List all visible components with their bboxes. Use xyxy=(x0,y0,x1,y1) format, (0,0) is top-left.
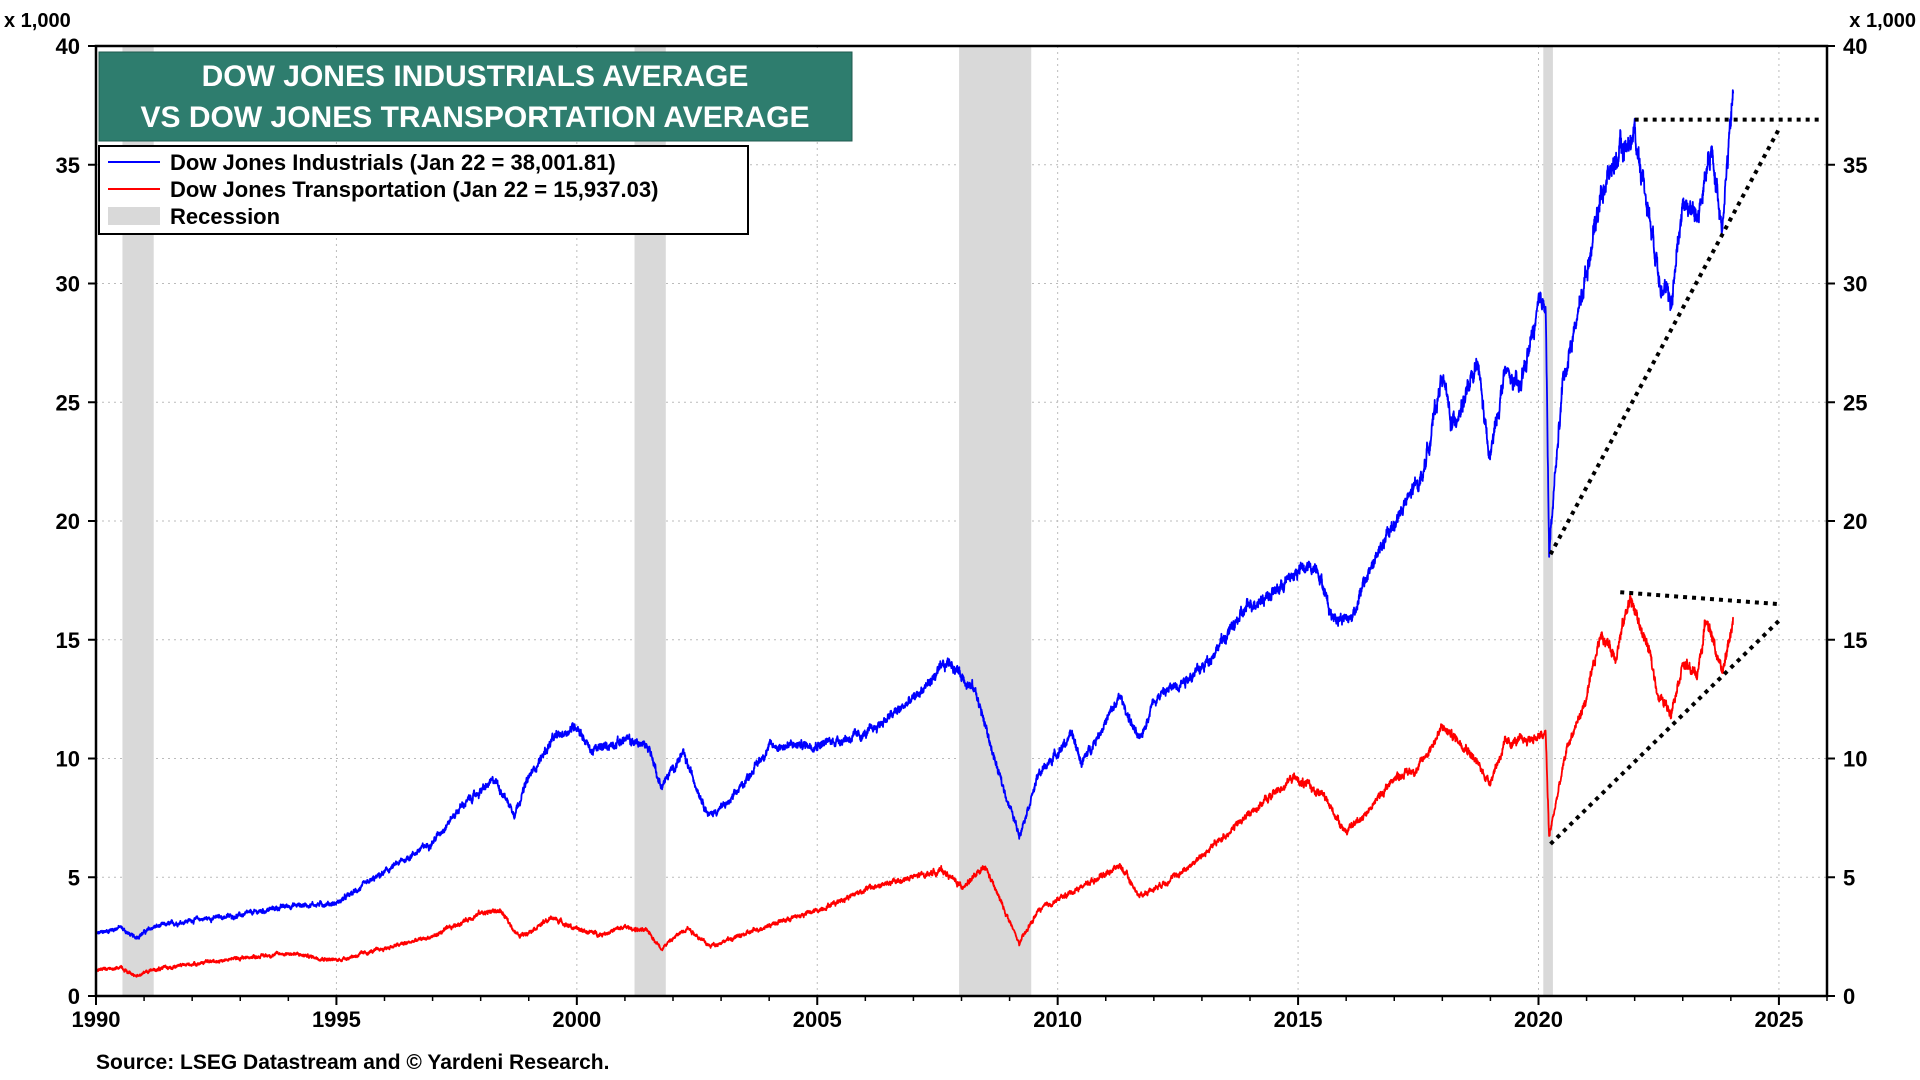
y-tick-label-left-0: 0 xyxy=(68,984,80,1009)
trendlines xyxy=(1548,117,1820,846)
y-tick-label-right-25: 25 xyxy=(1843,390,1867,415)
series-line-transportation xyxy=(95,594,1735,978)
y-tick-label-left-35: 35 xyxy=(56,153,80,178)
title-line-1: DOW JONES INDUSTRIALS AVERAGE xyxy=(202,60,749,93)
x-tick-label-1990: 1990 xyxy=(72,1007,121,1032)
y-tick-label-left-10: 10 xyxy=(56,747,80,772)
title-box: DOW JONES INDUSTRIALS AVERAGE VS DOW JON… xyxy=(98,51,853,142)
recession-band-3 xyxy=(959,46,1032,996)
y-tick-label-right-30: 30 xyxy=(1843,272,1867,297)
y-tick-label-right-5: 5 xyxy=(1843,865,1855,890)
y-tick-label-left-5: 5 xyxy=(68,865,80,890)
right-unit-label: x 1,000 xyxy=(1849,10,1916,32)
y-tick-label-left-30: 30 xyxy=(56,272,80,297)
y-tick-label-left-40: 40 xyxy=(56,34,80,59)
source-note: Source: LSEG Datastream and © Yardeni Re… xyxy=(96,1051,609,1074)
left-unit-label: x 1,000 xyxy=(4,10,71,32)
legend-transportation-label: Dow Jones Transportation (Jan 22 = 15,93… xyxy=(170,177,658,202)
y-tick-label-left-20: 20 xyxy=(56,509,80,534)
y-tick-label-right-15: 15 xyxy=(1843,628,1867,653)
y-tick-label-right-40: 40 xyxy=(1843,34,1867,59)
series-lines xyxy=(95,89,1735,978)
y-tick-label-right-20: 20 xyxy=(1843,509,1867,534)
x-tick-label-2025: 2025 xyxy=(1754,1007,1803,1032)
legend-box xyxy=(98,145,749,235)
x-tick-label-2015: 2015 xyxy=(1274,1007,1323,1032)
series-line-industrials xyxy=(95,89,1735,940)
y-tick-label-right-0: 0 xyxy=(1843,984,1855,1009)
title-line-2: VS DOW JONES TRANSPORTATION AVERAGE xyxy=(141,101,810,134)
x-tick-label-2005: 2005 xyxy=(793,1007,842,1032)
legend-recession-label: Recession xyxy=(170,204,280,229)
x-tick-label-2010: 2010 xyxy=(1033,1007,1082,1032)
y-tick-label-left-15: 15 xyxy=(56,628,80,653)
legend-industrials-label: Dow Jones Industrials (Jan 22 = 38,001.8… xyxy=(170,150,616,175)
title-background xyxy=(98,51,853,142)
x-tick-label-2000: 2000 xyxy=(552,1007,601,1032)
x-tick-label-2020: 2020 xyxy=(1514,1007,1563,1032)
x-tick-label-1995: 1995 xyxy=(312,1007,361,1032)
y-tick-label-right-35: 35 xyxy=(1843,153,1867,178)
legend-recession-swatch xyxy=(108,207,160,225)
y-tick-label-left-25: 25 xyxy=(56,390,80,415)
y-tick-label-right-10: 10 xyxy=(1843,747,1867,772)
legend: Dow Jones Industrials (Jan 22 = 38,001.8… xyxy=(98,145,749,235)
